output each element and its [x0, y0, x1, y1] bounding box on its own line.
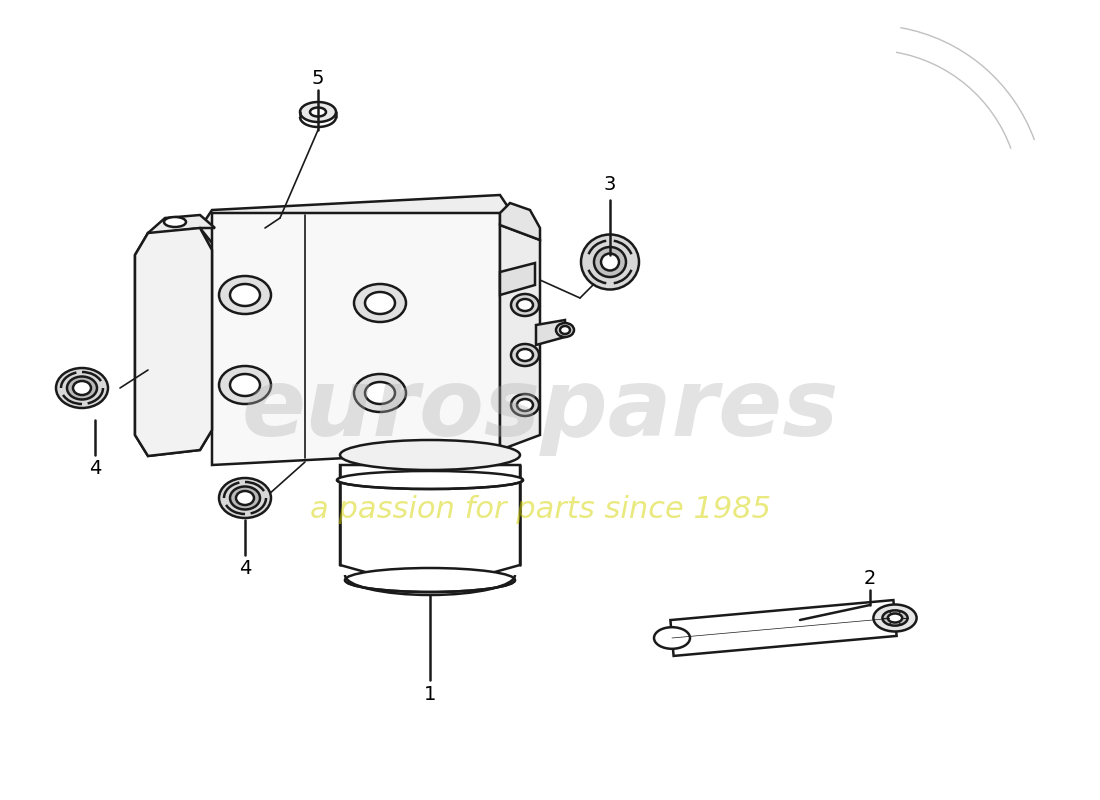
Text: 3: 3 — [604, 175, 616, 194]
Polygon shape — [500, 203, 540, 240]
Ellipse shape — [219, 366, 271, 404]
Polygon shape — [135, 228, 212, 456]
Text: 5: 5 — [311, 69, 324, 87]
Ellipse shape — [337, 471, 522, 489]
Ellipse shape — [517, 349, 534, 361]
Ellipse shape — [340, 440, 520, 470]
Text: 1: 1 — [424, 686, 437, 705]
Ellipse shape — [219, 276, 271, 314]
Polygon shape — [148, 215, 214, 245]
Ellipse shape — [230, 486, 260, 510]
Polygon shape — [500, 263, 535, 295]
Ellipse shape — [581, 234, 639, 290]
Ellipse shape — [882, 610, 908, 626]
Ellipse shape — [354, 284, 406, 322]
Ellipse shape — [512, 294, 539, 316]
Text: 4: 4 — [239, 558, 251, 578]
Ellipse shape — [594, 247, 626, 277]
Ellipse shape — [512, 394, 539, 416]
Ellipse shape — [888, 614, 902, 622]
Ellipse shape — [73, 381, 91, 395]
Ellipse shape — [556, 323, 574, 337]
Ellipse shape — [873, 605, 916, 631]
Polygon shape — [135, 228, 212, 456]
Polygon shape — [200, 195, 512, 243]
Ellipse shape — [560, 326, 570, 334]
Polygon shape — [340, 465, 520, 590]
Ellipse shape — [236, 491, 254, 505]
Ellipse shape — [601, 254, 619, 270]
Ellipse shape — [654, 627, 690, 649]
Ellipse shape — [512, 344, 539, 366]
Ellipse shape — [56, 368, 108, 408]
Ellipse shape — [300, 102, 336, 122]
Text: eurospares: eurospares — [241, 364, 838, 456]
Ellipse shape — [67, 377, 97, 399]
Ellipse shape — [230, 284, 260, 306]
Polygon shape — [536, 320, 565, 345]
Text: 4: 4 — [89, 458, 101, 478]
Ellipse shape — [517, 299, 534, 311]
Ellipse shape — [517, 399, 534, 411]
Ellipse shape — [365, 382, 395, 404]
Polygon shape — [212, 213, 500, 465]
Ellipse shape — [164, 217, 186, 227]
Text: 2: 2 — [864, 569, 877, 587]
Ellipse shape — [345, 568, 515, 592]
Ellipse shape — [230, 374, 260, 396]
Text: a passion for parts since 1985: a passion for parts since 1985 — [309, 495, 770, 525]
Ellipse shape — [310, 107, 326, 117]
Ellipse shape — [365, 292, 395, 314]
Ellipse shape — [219, 478, 271, 518]
Polygon shape — [500, 225, 540, 450]
Polygon shape — [670, 600, 896, 656]
Ellipse shape — [354, 374, 406, 412]
